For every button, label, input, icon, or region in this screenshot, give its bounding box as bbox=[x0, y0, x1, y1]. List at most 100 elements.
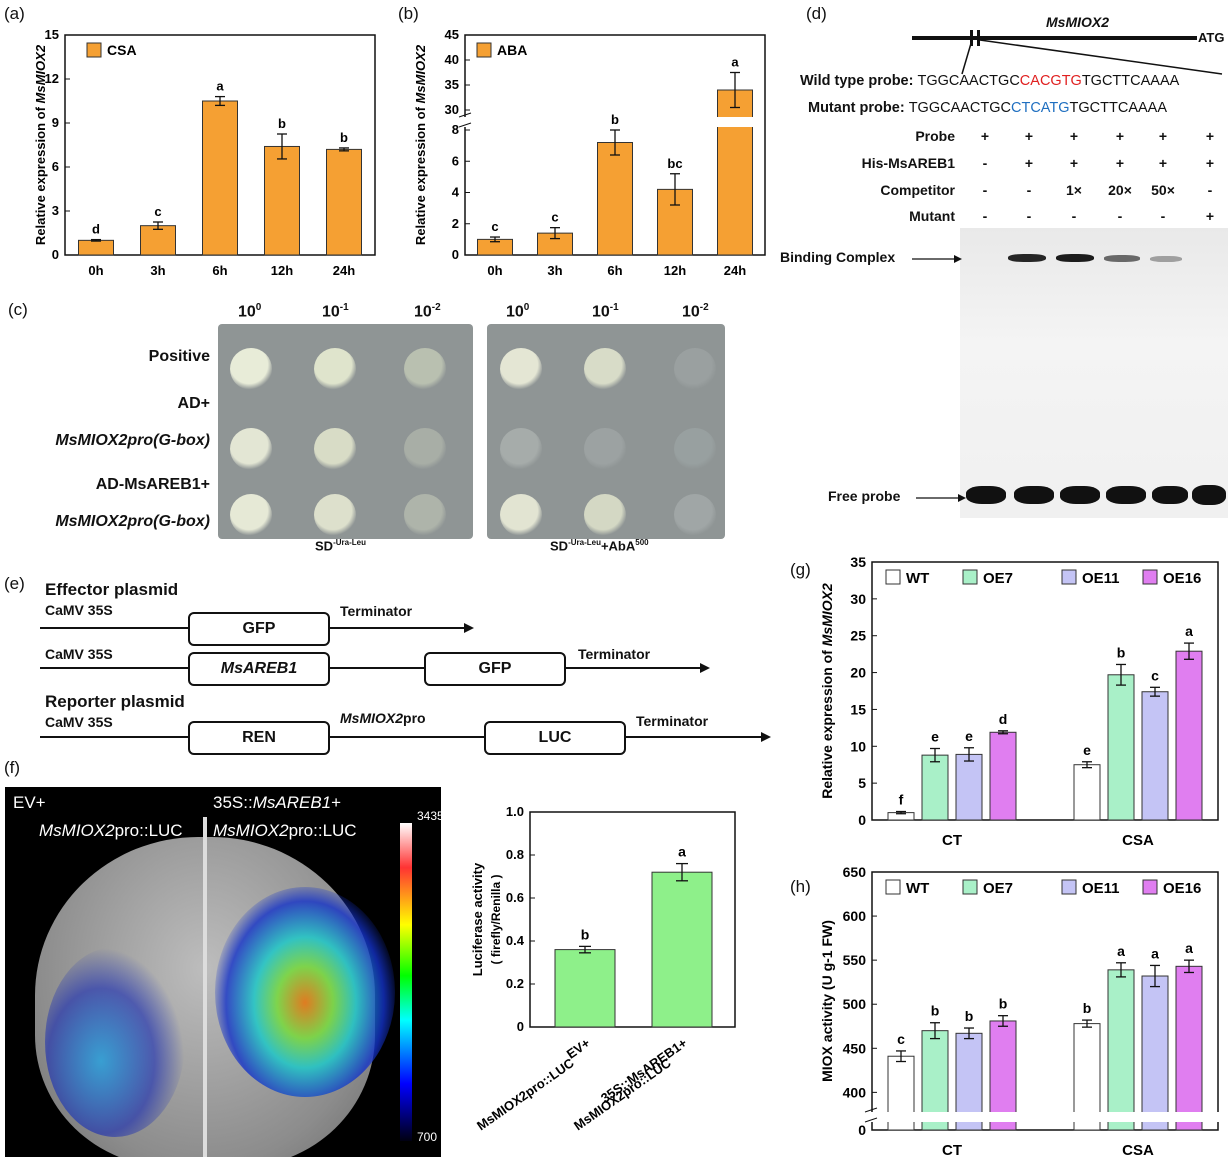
yeast-spot bbox=[404, 428, 446, 470]
panel-label-d: (d) bbox=[806, 4, 827, 23]
terminator-label-2: Terminator bbox=[578, 646, 651, 662]
y-tick-label: 0.2 bbox=[506, 976, 524, 991]
bar bbox=[1107, 674, 1135, 821]
axis-break-mark bbox=[458, 122, 472, 128]
significance-letter: bc bbox=[667, 156, 682, 171]
legend-label: ABA bbox=[497, 42, 527, 58]
emsa-cell: 1× bbox=[1066, 182, 1082, 198]
emsa-cell: + bbox=[1158, 155, 1168, 171]
yeast-spot bbox=[230, 428, 272, 470]
legend-swatch bbox=[1061, 569, 1077, 585]
y-tick-label: 0.8 bbox=[506, 847, 524, 862]
y-tick-label: 600 bbox=[843, 908, 867, 924]
free-probe-band-1 bbox=[966, 486, 1006, 504]
gfp-box-2: GFP bbox=[424, 652, 566, 686]
emsa-row-label: Mutant bbox=[909, 208, 955, 224]
x-tick-label: MsMIOX2pro::LUC bbox=[571, 1055, 674, 1134]
yeast-spot bbox=[404, 348, 446, 390]
y-axis-label: ( firefly/Renilla ) bbox=[489, 874, 503, 964]
y-tick-label: 0 bbox=[858, 1122, 866, 1138]
scale-max: 3435 bbox=[417, 809, 441, 823]
significance-letter: c bbox=[491, 219, 498, 234]
bar bbox=[989, 1020, 1017, 1131]
axis-break-mark bbox=[864, 1117, 878, 1123]
bar bbox=[989, 731, 1017, 821]
y-tick-label: 35 bbox=[850, 554, 866, 570]
y-tick-label: 6 bbox=[52, 159, 59, 174]
yeast-spot bbox=[674, 428, 716, 470]
y-tick-label: 15 bbox=[45, 27, 59, 42]
yeast-spot bbox=[230, 348, 272, 390]
legend-swatch bbox=[962, 569, 978, 585]
x-tick-label: CT bbox=[942, 832, 962, 849]
legend-label: OE11 bbox=[1082, 880, 1120, 897]
significance-letter: a bbox=[678, 844, 686, 860]
miox-pro-label: MsMIOX2pro bbox=[340, 710, 426, 726]
emsa-cell: - bbox=[1117, 208, 1123, 224]
x-tick-label: 24h bbox=[724, 263, 746, 278]
y-tick-label: 5 bbox=[858, 775, 866, 791]
emsa-gel bbox=[960, 228, 1228, 518]
legend-swatch bbox=[86, 42, 102, 58]
luc-signal-right bbox=[215, 887, 395, 1097]
yeast-spot bbox=[584, 494, 626, 536]
y-tick-label: 30 bbox=[445, 102, 459, 117]
luc-box: LUC bbox=[484, 721, 626, 755]
panel-label-e: (e) bbox=[4, 574, 25, 593]
yeast-spot bbox=[674, 494, 716, 536]
x-tick-label: 3h bbox=[150, 263, 165, 278]
significance-letter: b bbox=[999, 996, 1008, 1012]
bar bbox=[1175, 965, 1203, 1131]
free-probe-arrow bbox=[916, 494, 966, 502]
emsa-cell: + bbox=[1205, 155, 1215, 171]
emsa-cell: - bbox=[1071, 208, 1077, 224]
y-tick-label: 0 bbox=[858, 812, 866, 828]
emsa-cell: + bbox=[1024, 155, 1034, 171]
significance-letter: a bbox=[1151, 945, 1159, 961]
bar bbox=[1141, 691, 1169, 821]
panel-label-f: (f) bbox=[4, 758, 21, 777]
row-label-ad: AD+ bbox=[177, 395, 210, 412]
yeast-spot bbox=[500, 428, 542, 470]
emsa-cell: + bbox=[1069, 128, 1079, 144]
legend-label: OE16 bbox=[1163, 570, 1201, 587]
legend-swatch bbox=[1142, 569, 1158, 585]
x-tick-label: CT bbox=[942, 1142, 962, 1159]
yeast-spot bbox=[404, 494, 446, 536]
y-tick-label: 0 bbox=[452, 247, 459, 262]
emsa-cell: - bbox=[1207, 182, 1213, 198]
legend-label: OE16 bbox=[1163, 880, 1201, 897]
bar-break-gap bbox=[715, 117, 755, 127]
y-tick-label: 30 bbox=[850, 591, 866, 607]
x-tick-label: 3h bbox=[547, 263, 562, 278]
legend-swatch bbox=[1061, 879, 1077, 895]
x-tick-label: CSA bbox=[1122, 1142, 1154, 1159]
x-tick-label: 6h bbox=[212, 263, 227, 278]
emsa-cell: + bbox=[1024, 128, 1034, 144]
y-tick-label: 4 bbox=[452, 185, 460, 200]
row-label-ad-msareb1: AD-MsAREB1+ bbox=[95, 476, 210, 493]
bar bbox=[1141, 975, 1169, 1131]
axis-break-gap bbox=[866, 1112, 1220, 1122]
y-axis-label: Relative expression of MsMIOX2 bbox=[413, 44, 428, 245]
luc-signal-left bbox=[45, 947, 185, 1137]
legend-label: OE7 bbox=[983, 880, 1013, 897]
x-tick-label: 12h bbox=[271, 263, 293, 278]
x-tick-label: CSA bbox=[1122, 832, 1154, 849]
emsa-cell: + bbox=[1115, 128, 1125, 144]
g-box-motif: CACGTG bbox=[1019, 73, 1082, 89]
dilution-6: 10-2 bbox=[682, 302, 709, 321]
significance-letter: e bbox=[931, 728, 939, 744]
y-tick-label: 0.4 bbox=[506, 933, 525, 948]
reporter-plasmid-title: Reporter plasmid bbox=[45, 692, 185, 711]
complex-band-2 bbox=[1008, 254, 1046, 262]
significance-letter: c bbox=[897, 1031, 905, 1047]
construct-line-2 bbox=[40, 667, 705, 669]
emsa-cell: 20× bbox=[1108, 182, 1132, 198]
y-tick-label: 3 bbox=[52, 203, 59, 218]
bar bbox=[78, 239, 114, 256]
y-tick-label: 15 bbox=[850, 701, 866, 717]
dilution-4: 100 bbox=[506, 302, 530, 321]
x-tick-label: 24h bbox=[333, 263, 355, 278]
left-label-line2: MsMIOX2pro::LUC bbox=[39, 821, 183, 840]
